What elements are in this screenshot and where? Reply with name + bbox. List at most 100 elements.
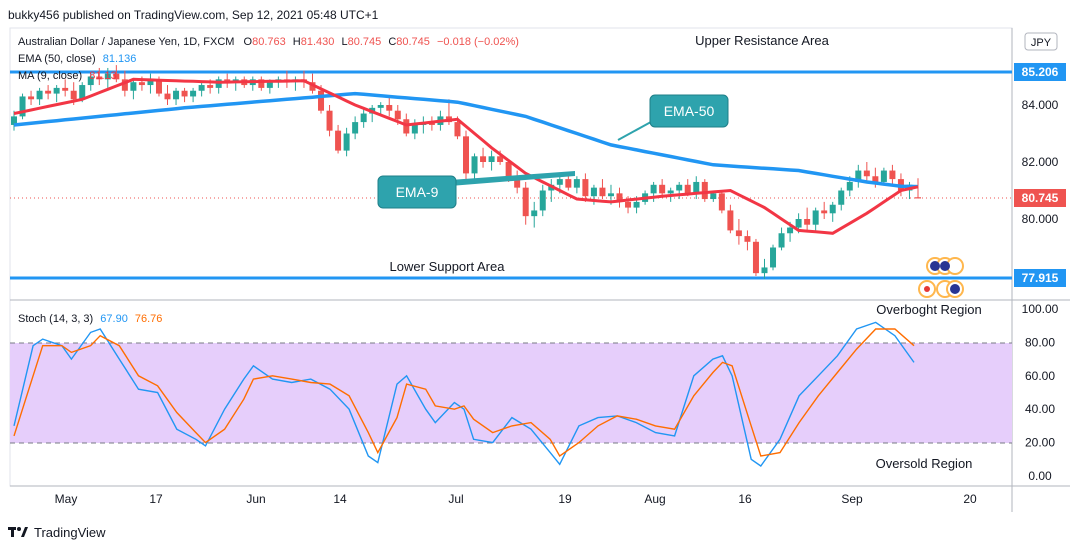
candle-body[interactable] — [812, 210, 819, 225]
candle-body[interactable] — [19, 96, 26, 117]
candle-body[interactable] — [454, 122, 461, 137]
currency-badge[interactable] — [1024, 32, 1058, 51]
candle-body[interactable] — [889, 170, 896, 180]
ema50-line[interactable] — [13, 91, 919, 189]
candle-body[interactable] — [667, 190, 674, 194]
candle-body[interactable] — [770, 247, 777, 268]
candle-body[interactable] — [258, 79, 265, 88]
candle-body[interactable] — [394, 110, 401, 120]
candle-body[interactable] — [207, 85, 214, 88]
economic-event-flags[interactable] — [918, 257, 964, 298]
candle-body[interactable] — [659, 184, 666, 194]
candle-body[interactable] — [531, 210, 538, 217]
candle-body[interactable] — [676, 184, 683, 191]
candle-body[interactable] — [650, 184, 657, 194]
candle-body[interactable] — [155, 79, 162, 94]
candle-body[interactable] — [318, 90, 325, 111]
candle-body[interactable] — [804, 219, 811, 225]
candle-body[interactable] — [343, 133, 350, 151]
candle-body[interactable] — [147, 79, 154, 86]
candle-body[interactable] — [915, 197, 921, 199]
legend-high-value: 81.430 — [301, 36, 335, 48]
candle-body[interactable] — [164, 93, 171, 100]
candle-body[interactable] — [411, 124, 418, 134]
candle-body[interactable] — [386, 105, 393, 111]
candle-body[interactable] — [360, 113, 367, 123]
candle-body[interactable] — [480, 156, 487, 162]
candle-body[interactable] — [821, 210, 828, 214]
candle-body[interactable] — [625, 201, 632, 208]
candle-body[interactable] — [53, 87, 60, 94]
candle-body[interactable] — [505, 162, 512, 177]
candle-body[interactable] — [113, 73, 120, 80]
candle-body[interactable] — [522, 187, 529, 217]
candle-body[interactable] — [488, 156, 495, 162]
candle-body[interactable] — [463, 136, 469, 174]
candle-body[interactable] — [28, 96, 35, 100]
candle-body[interactable] — [36, 90, 43, 100]
price-tick-label: 80.000 — [1022, 212, 1059, 226]
candle-body[interactable] — [710, 193, 717, 200]
candle-body[interactable] — [693, 181, 700, 194]
candle-body[interactable] — [829, 204, 836, 214]
support-price-badge — [1014, 269, 1066, 287]
candle-body[interactable] — [684, 184, 691, 194]
candle-body[interactable] — [607, 193, 614, 197]
candle-body[interactable] — [855, 170, 862, 182]
candle-body[interactable] — [79, 85, 86, 100]
stoch-d-line[interactable] — [13, 328, 915, 458]
candle-body[interactable] — [718, 193, 725, 211]
candle-body[interactable] — [326, 110, 333, 131]
candle-body[interactable] — [130, 82, 137, 91]
candle-body[interactable] — [590, 187, 597, 197]
candle-body[interactable] — [11, 116, 17, 125]
candle-body[interactable] — [96, 76, 103, 80]
stoch-tick-label: 0.00 — [1028, 469, 1052, 483]
candle-body[interactable] — [795, 219, 802, 228]
candle-body[interactable] — [633, 201, 640, 208]
candle-body[interactable] — [45, 90, 52, 94]
candle-body[interactable] — [616, 193, 623, 202]
candle-body[interactable] — [539, 190, 546, 211]
candle-body[interactable] — [138, 82, 145, 86]
candle-body[interactable] — [778, 233, 785, 248]
candle-body[interactable] — [104, 73, 111, 80]
candle-body[interactable] — [62, 87, 69, 91]
candle-body[interactable] — [573, 179, 580, 188]
candle-body[interactable] — [582, 179, 589, 197]
candle-body[interactable] — [565, 179, 572, 188]
ma9-line[interactable] — [13, 77, 919, 235]
candle-body[interactable] — [752, 241, 759, 274]
candle-body[interactable] — [863, 170, 870, 177]
candle-body[interactable] — [121, 79, 128, 91]
candle-body[interactable] — [761, 267, 768, 274]
candle-body[interactable] — [190, 90, 197, 97]
candle-body[interactable] — [846, 181, 853, 191]
candle-body[interactable] — [266, 82, 273, 88]
candle-body[interactable] — [497, 156, 504, 162]
candle-body[interactable] — [471, 156, 478, 174]
candle-body[interactable] — [335, 130, 342, 151]
candle-body[interactable] — [173, 90, 180, 100]
candle-body[interactable] — [198, 85, 205, 91]
candle-body[interactable] — [377, 105, 384, 108]
candle-body[interactable] — [727, 210, 734, 231]
candle-body[interactable] — [744, 236, 751, 242]
candle-body[interactable] — [87, 76, 94, 86]
candle-body[interactable] — [880, 170, 887, 182]
lower-support-label: Lower Support Area — [390, 259, 506, 274]
candle-body[interactable] — [181, 90, 188, 97]
candle-body[interactable] — [872, 176, 879, 182]
candle-body[interactable] — [556, 179, 563, 185]
candle-body[interactable] — [701, 181, 708, 200]
candle-body[interactable] — [309, 82, 316, 91]
candle-body[interactable] — [352, 122, 359, 134]
candle-body[interactable] — [838, 190, 845, 205]
candle-body[interactable] — [514, 176, 521, 188]
stoch-k-line[interactable] — [13, 321, 915, 467]
candle-body[interactable] — [599, 187, 606, 197]
candle-body[interactable] — [70, 90, 77, 100]
candle-body[interactable] — [787, 227, 794, 234]
candle-body[interactable] — [735, 230, 742, 237]
